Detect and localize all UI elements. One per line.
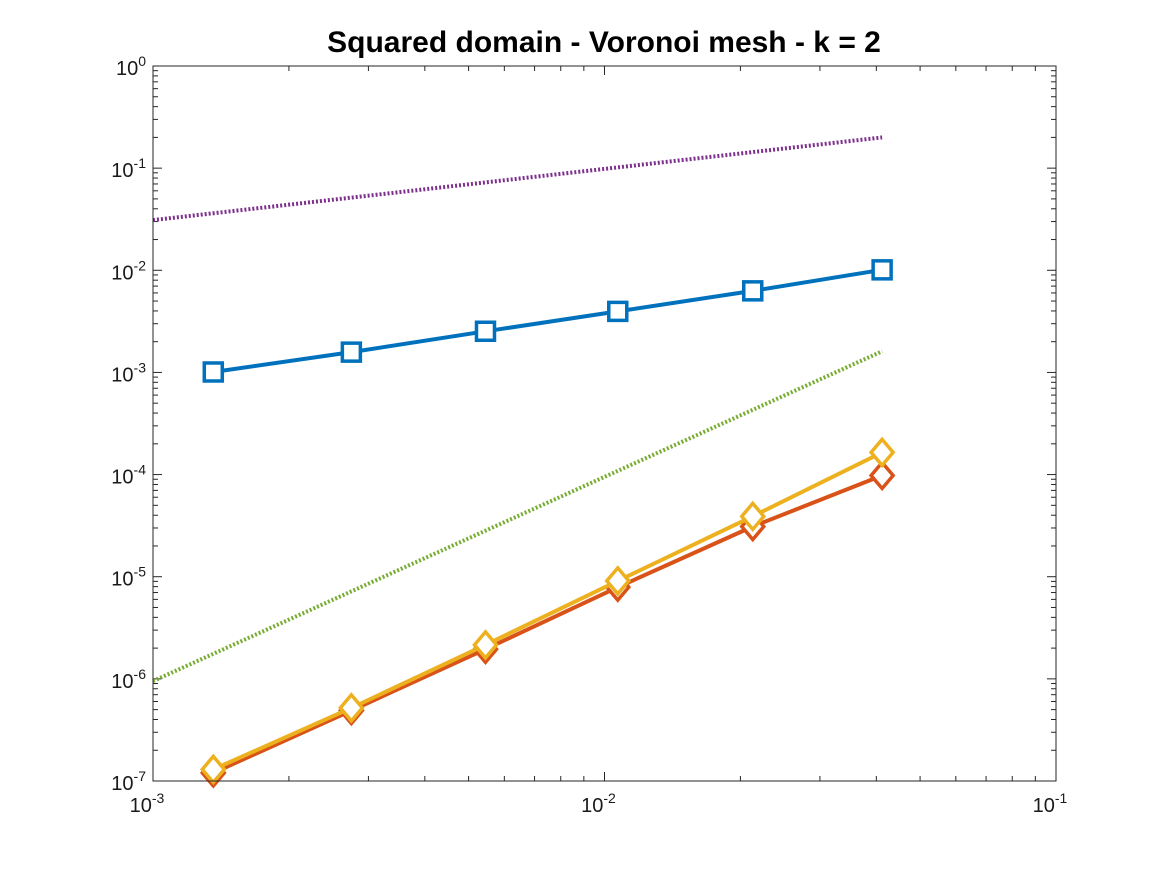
series-1-point — [871, 259, 893, 281]
x-tick-label: 10-1 — [1033, 790, 1068, 817]
series-3-point — [868, 436, 896, 469]
y-tick-label: 10-7 — [111, 768, 146, 795]
y-tick-label: 10-4 — [111, 462, 146, 489]
series-2-line — [212, 473, 883, 775]
chart-title: Squared domain - Voronoi mesh - k = 2 — [327, 26, 881, 59]
series-1-line — [213, 267, 883, 374]
y-tick-label: 10-6 — [111, 666, 146, 693]
series-1-point — [340, 341, 363, 363]
series-1-point — [474, 320, 497, 343]
series-3-point — [200, 753, 227, 786]
series-3 — [200, 436, 896, 786]
series-3-point — [338, 692, 365, 724]
series-2-point — [868, 459, 896, 492]
tick-layer: 10-3 10-2 10-1 100 10-1 10-2 10-3 10-4 10-5 10-6 1… — [111, 53, 1067, 817]
series-1-point — [607, 300, 629, 323]
y-tick-label: 10-5 — [111, 564, 146, 591]
series-layer — [152, 135, 896, 789]
series-3-point — [739, 500, 767, 533]
plot-area-box — [152, 65, 1057, 782]
series-5-line — [152, 349, 883, 683]
series-5 — [152, 349, 883, 683]
series-3-point — [604, 565, 632, 597]
y-tick-label: 10-2 — [111, 257, 146, 284]
series-1 — [202, 259, 893, 383]
series-3-point — [472, 629, 499, 661]
y-tick-label: 10-1 — [111, 155, 146, 182]
x-tick-label: 10-3 — [130, 790, 165, 817]
series-1-point — [202, 361, 225, 383]
series-3-line — [212, 450, 883, 772]
y-tick-label: 100 — [116, 53, 146, 80]
y-tick-label: 10-3 — [111, 359, 146, 386]
x-tick-label: 10-2 — [581, 790, 616, 817]
series-1-point — [742, 280, 764, 302]
